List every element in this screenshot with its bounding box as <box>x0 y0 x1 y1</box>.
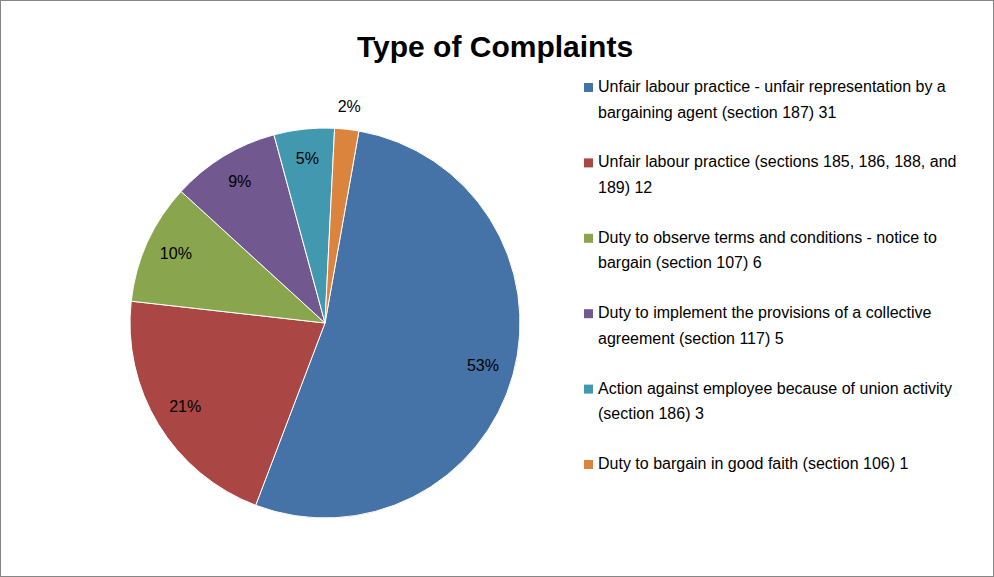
data-label: 2% <box>338 98 361 115</box>
pie-slice <box>274 128 335 323</box>
data-label: 53% <box>467 357 499 374</box>
legend-label-line: bargain (section 107) 6 <box>598 254 762 271</box>
pie-slice <box>325 128 359 323</box>
legend-swatch <box>584 83 593 92</box>
legend-label-line: Action against employee because of union… <box>598 380 952 397</box>
chart: Type of Complaints 53% 21% 10% 9% 5% 2% Unfair … <box>0 0 994 577</box>
legend-label-line: agreement (section 117) 5 <box>598 330 784 347</box>
legend-label-line: Duty to observe terms and conditions - n… <box>598 229 937 246</box>
legend-swatch <box>584 158 593 167</box>
legend-swatch <box>584 460 593 469</box>
pie <box>130 128 520 518</box>
chart-title: Type of Complaints <box>357 30 633 63</box>
legend-swatch <box>584 234 593 243</box>
legend-label-line: Duty to implement the provisions of a co… <box>598 304 932 321</box>
legend: Unfair labour practice - unfair represen… <box>584 78 956 472</box>
legend-label: Duty to bargain in good faith (section 1… <box>598 455 909 472</box>
legend-label-line: Unfair labour practice - unfair represen… <box>598 78 946 95</box>
chart-frame <box>1 1 994 577</box>
legend-label: Unfair labour practice (sections 185, 18… <box>598 153 956 196</box>
legend-swatch <box>584 385 593 394</box>
legend-swatch <box>584 309 593 318</box>
legend-label-line: (section 186) 3 <box>598 405 704 422</box>
data-label: 5% <box>296 150 319 167</box>
pie-slice <box>130 301 325 505</box>
legend-label: Duty to observe terms and conditions - n… <box>598 229 937 271</box>
data-label: 21% <box>169 398 201 415</box>
legend-label: Action against employee because of union… <box>598 380 952 423</box>
legend-label-line: Unfair labour practice (sections 185, 18… <box>598 153 956 170</box>
legend-label-line: Duty to bargain in good faith (section 1… <box>598 455 909 472</box>
data-label: 9% <box>228 173 251 190</box>
legend-label: Duty to implement the provisions of a co… <box>598 304 932 347</box>
legend-label-line: 189) 12 <box>598 179 652 196</box>
legend-label-line: bargaining agent (section 187) 31 <box>598 104 836 121</box>
data-label: 10% <box>160 245 192 262</box>
data-labels: 53% 21% 10% 9% 5% 2% <box>160 98 499 415</box>
legend-label: Unfair labour practice - unfair represen… <box>598 78 946 121</box>
